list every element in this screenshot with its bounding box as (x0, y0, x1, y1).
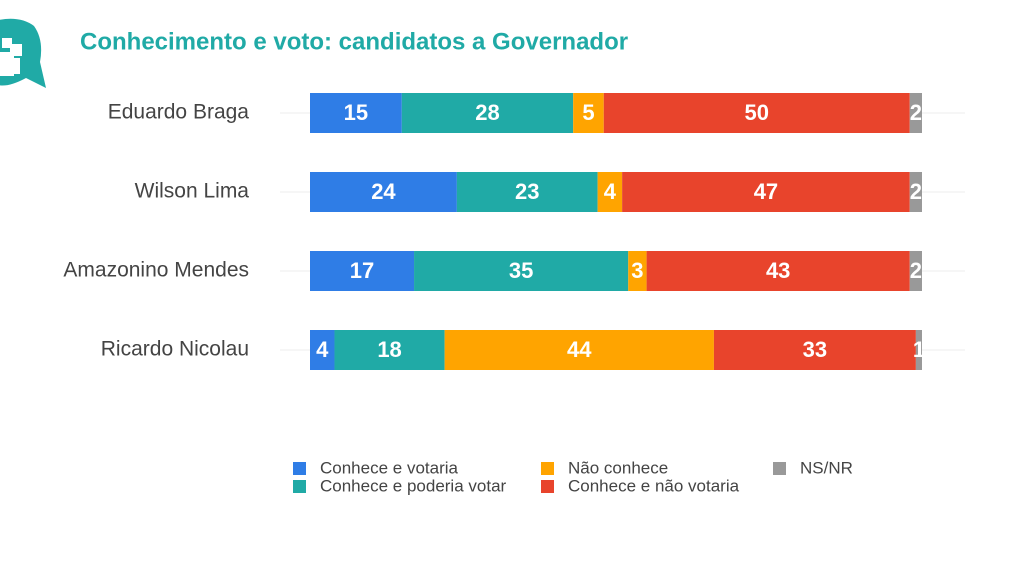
bar-segment (310, 172, 457, 212)
bar-segment (915, 330, 922, 370)
data-label: 1 (913, 337, 925, 362)
data-label: 2 (910, 179, 922, 204)
bar-segment (628, 251, 647, 291)
legend-swatch (293, 480, 306, 493)
legend-label: Não conhece (568, 458, 668, 477)
legend-swatch (541, 480, 554, 493)
logo (0, 18, 46, 88)
data-label: 44 (567, 337, 592, 362)
bar-segment (622, 172, 910, 212)
bar-segment (603, 93, 910, 133)
bar-segment (909, 172, 922, 212)
legend-swatch (773, 462, 786, 475)
bar-segment (444, 330, 714, 370)
bar-segment (646, 251, 910, 291)
bar-segment (456, 172, 598, 212)
data-label: 5 (582, 100, 594, 125)
data-label: 2 (910, 100, 922, 125)
data-label: 17 (350, 258, 374, 283)
bar-segment (597, 172, 623, 212)
category-label: Wilson Lima (135, 180, 250, 203)
data-label: 15 (344, 100, 368, 125)
data-label: 2 (910, 258, 922, 283)
bar-segment (573, 93, 604, 133)
data-label: 4 (604, 179, 617, 204)
data-label: 3 (631, 258, 643, 283)
data-label: 33 (803, 337, 827, 362)
legend-label: Conhece e não votaria (568, 476, 740, 495)
data-label: 4 (316, 337, 329, 362)
bar-segment (909, 93, 922, 133)
legend-swatch (293, 462, 306, 475)
category-label: Eduardo Braga (108, 101, 250, 124)
data-label: 18 (377, 337, 401, 362)
data-label: 47 (754, 179, 778, 204)
bar-segment (310, 251, 415, 291)
bar-segment (310, 93, 402, 133)
data-label: 43 (766, 258, 790, 283)
data-label: 24 (371, 179, 396, 204)
data-label: 28 (475, 100, 499, 125)
legend-label: NS/NR (800, 458, 853, 477)
bar-segment (909, 251, 922, 291)
legend-swatch (541, 462, 554, 475)
category-label: Ricardo Nicolau (101, 338, 249, 361)
bar-segment (334, 330, 445, 370)
legend-label: Conhece e poderia votar (320, 476, 507, 495)
bar-segment (310, 330, 335, 370)
bar-segment (414, 251, 629, 291)
legend-label: Conhece e votaria (320, 458, 459, 477)
chart-title: Conhecimento e voto: candidatos a Govern… (80, 28, 628, 55)
bar-segment (401, 93, 574, 133)
bar-segment (713, 330, 916, 370)
data-label: 50 (745, 100, 769, 125)
category-label: Amazonino Mendes (63, 259, 249, 282)
data-label: 35 (509, 258, 533, 283)
data-label: 23 (515, 179, 539, 204)
